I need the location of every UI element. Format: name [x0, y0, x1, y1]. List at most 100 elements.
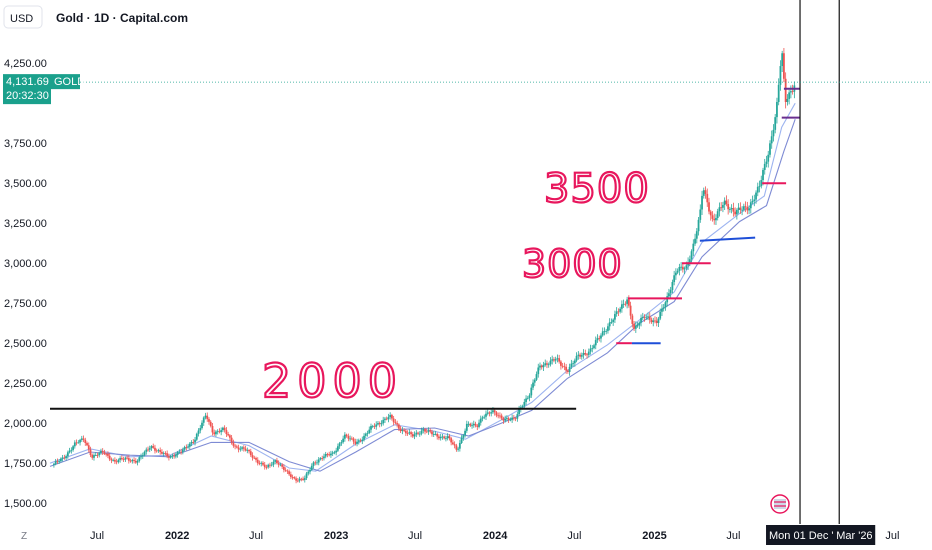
candle-body [500, 415, 503, 419]
candle-body [474, 423, 477, 426]
candle-body [566, 370, 569, 372]
candle-body [59, 458, 62, 462]
candle-body [108, 455, 111, 460]
candle-body [397, 424, 400, 429]
x-tick-label: Jul [567, 530, 581, 542]
candle-body [239, 448, 242, 450]
candle-body [418, 433, 421, 435]
candle-body [331, 452, 334, 454]
candle-body [127, 458, 130, 461]
drawings[interactable] [50, 0, 840, 524]
candle-body [577, 354, 580, 356]
candle-body [262, 462, 264, 465]
candle-body [490, 412, 493, 414]
candle-body [305, 473, 308, 479]
candle-body [603, 331, 606, 333]
symbol-tag: GOLD [54, 76, 85, 88]
event-marker[interactable] [770, 494, 790, 514]
candle-body [235, 446, 238, 448]
candle-body [216, 431, 219, 433]
y-tick-label: 4,250.00 [4, 58, 47, 70]
candle-body [554, 359, 557, 361]
candle-body [702, 190, 705, 196]
candle-body [763, 163, 766, 170]
candle-body [434, 433, 437, 435]
candle-body [113, 459, 116, 462]
candle-body [680, 266, 683, 268]
currency-box[interactable] [3, 5, 43, 29]
candle-body [140, 456, 142, 458]
candle-body [411, 434, 414, 437]
timezone-button-label[interactable]: Z [21, 531, 27, 542]
candle-body [422, 429, 425, 431]
candle-body [136, 460, 139, 463]
time-axis[interactable]: Z Jul 2022 Jul 2023 Jul 2024 Jul 2025 Jul Jul [16, 524, 899, 544]
candle-body [678, 266, 681, 271]
candle-body [718, 207, 721, 212]
y-tick-label: 2,250.00 [4, 378, 47, 390]
candle-body [626, 299, 629, 304]
candle-body [697, 219, 700, 232]
candle-body [481, 417, 484, 419]
candle-body [96, 455, 99, 456]
candle-body [615, 311, 618, 315]
candle-body [401, 430, 404, 432]
candle-body [587, 351, 590, 355]
candle-body [387, 417, 390, 420]
candle-body [457, 448, 460, 450]
candle-body [171, 455, 174, 457]
candle-body [772, 129, 775, 137]
candle-body [228, 435, 231, 438]
candle-body [178, 451, 181, 453]
candle-body [343, 434, 346, 439]
candle-body [230, 437, 233, 443]
candle-body [105, 453, 108, 455]
candle-body [699, 209, 702, 220]
candle-body [107, 453, 109, 456]
candle-body [373, 425, 376, 427]
candle-body [558, 358, 561, 362]
candle-body [253, 457, 256, 459]
candle-body [638, 322, 641, 326]
candle-body [530, 387, 533, 396]
candle-body [580, 355, 583, 357]
currency-label[interactable]: USD [10, 13, 33, 25]
candle-body [288, 471, 291, 475]
candle-body [291, 476, 294, 478]
candle-body [748, 208, 750, 211]
candle-body [213, 432, 216, 435]
candle-body [455, 445, 458, 450]
candle-body [86, 442, 88, 446]
price-axis[interactable]: 1,500.00 1,750.00 2,000.00 2,250.00 2,500.00… [4, 58, 47, 510]
candle-body [608, 322, 611, 327]
x-tick-label: Jul [885, 530, 899, 542]
candle-body [269, 464, 271, 466]
candle-body [756, 186, 759, 193]
candle-body [188, 443, 191, 447]
candle-body [486, 412, 489, 414]
candle-body [464, 430, 466, 436]
candle-body [767, 154, 770, 162]
crosshair-labels: Mon 01 Dec '25 Mar '26 [766, 525, 876, 545]
candle-body [274, 460, 277, 462]
candle-body [357, 440, 360, 442]
candle-body [777, 84, 780, 102]
candle-body [669, 289, 672, 294]
candle-body [61, 457, 64, 459]
candle-body [734, 211, 737, 215]
timezone-button[interactable] [16, 524, 34, 544]
candle-body [749, 202, 752, 209]
candle-body [185, 447, 188, 448]
candle-body [540, 365, 543, 368]
chart-header: USD Gold · 1D · Capital.com [3, 5, 188, 29]
candle-body [56, 461, 59, 463]
candle-body [560, 361, 562, 366]
candle-body [122, 459, 125, 460]
candle-body [394, 422, 397, 424]
candle-body [134, 460, 137, 463]
candle-body [112, 459, 115, 461]
candle-body [265, 467, 268, 468]
candle-body [708, 202, 710, 212]
candle-body [263, 464, 266, 468]
